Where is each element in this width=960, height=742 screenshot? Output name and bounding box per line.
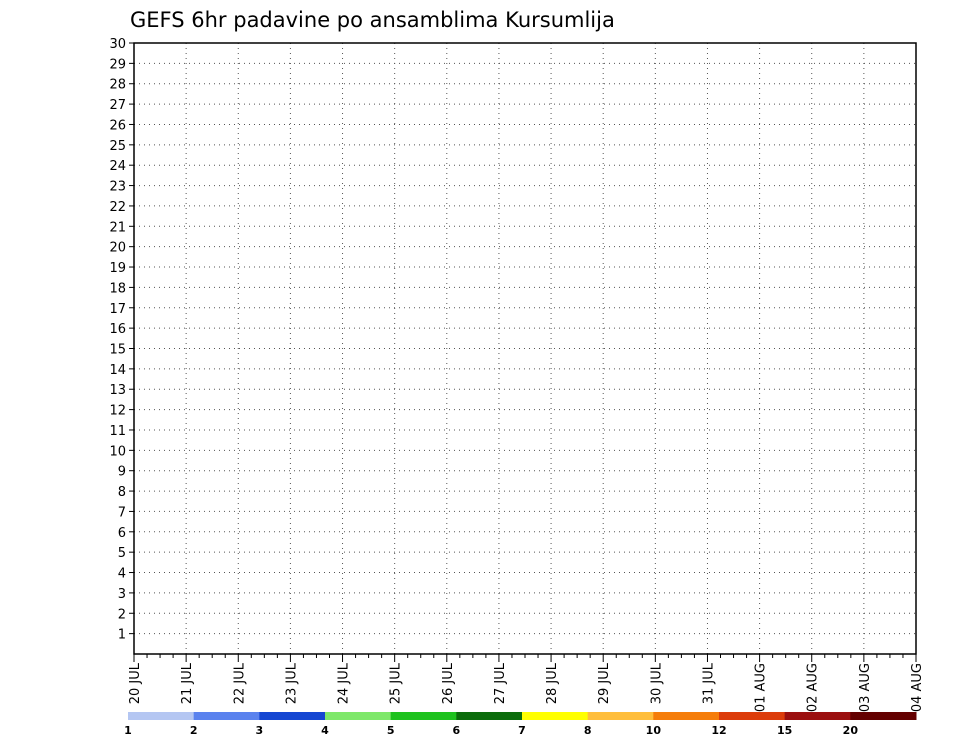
- x-tick-label: 29 JUL: [597, 662, 612, 704]
- colorbar-label: 12: [711, 724, 726, 737]
- y-tick-label: 26: [109, 118, 126, 133]
- colorbar-swatch: [719, 712, 786, 720]
- y-tick-label: 11: [109, 424, 126, 439]
- y-tick-label: 4: [118, 567, 126, 582]
- colorbar-label: 1: [124, 724, 132, 737]
- colorbar-label: 20: [843, 724, 859, 737]
- y-tick-label: 29: [109, 57, 126, 72]
- y-tick-label: 3: [118, 587, 126, 602]
- y-tick-label: 9: [118, 465, 126, 480]
- x-tick-label: 20 JUL: [128, 662, 143, 704]
- y-tick-label: 25: [109, 139, 126, 154]
- y-tick-label: 17: [109, 302, 126, 317]
- x-tick-label: 21 JUL: [180, 662, 195, 704]
- y-tick-label: 2: [118, 607, 126, 622]
- colorbar-label: 7: [518, 724, 526, 737]
- y-tick-label: 5: [118, 546, 126, 561]
- colorbar: 1 2 3 4 5 6 7 8 10 12 15 20: [124, 712, 917, 737]
- y-tick-label: 12: [109, 404, 126, 419]
- y-tick-label: 16: [109, 322, 126, 337]
- y-tick-label: 24: [109, 159, 126, 174]
- colorbar-label: 5: [387, 724, 395, 737]
- x-tick-label: 27 JUL: [493, 662, 508, 704]
- y-tick-label: 30: [109, 37, 126, 52]
- y-tick-label: 28: [109, 78, 126, 93]
- colorbar-label: 15: [777, 724, 792, 737]
- colorbar-label: 10: [646, 724, 662, 737]
- y-tick-label: 15: [109, 343, 126, 358]
- colorbar-label: 8: [584, 724, 592, 737]
- y-tick-label: 6: [118, 526, 126, 541]
- colorbar-swatch: [456, 712, 523, 720]
- colorbar-label: 2: [190, 724, 198, 737]
- x-tick-label: 24 JUL: [337, 662, 352, 704]
- colorbar-swatch: [193, 712, 260, 720]
- y-tick-label: 19: [109, 261, 126, 276]
- x-axis-labels: 20 JUL 21 JUL 22 JUL 23 JUL 24 JUL 25 JUL 26 J…: [128, 654, 925, 712]
- colorbar-swatch: [587, 712, 654, 720]
- colorbar-label: 4: [321, 724, 329, 737]
- y-tick-label: 21: [109, 220, 126, 235]
- x-tick-label: 01 AUG: [754, 663, 769, 712]
- x-tick-label: 02 AUG: [806, 663, 821, 712]
- y-tick-label: 7: [118, 505, 126, 520]
- y-tick-label: 18: [109, 281, 126, 296]
- y-tick-label: 14: [109, 363, 126, 378]
- chart-title: GEFS 6hr padavine po ansamblima Kursumli…: [130, 8, 615, 32]
- colorbar-label: 3: [256, 724, 264, 737]
- x-tick-label: 28 JUL: [545, 662, 560, 704]
- y-tick-label: 22: [109, 200, 126, 215]
- x-tick-label: 03 AUG: [858, 663, 873, 712]
- y-tick-label: 8: [118, 485, 126, 500]
- colorbar-swatch: [522, 712, 589, 720]
- colorbar-swatch: [850, 712, 917, 720]
- x-tick-label: 30 JUL: [649, 662, 664, 704]
- colorbar-swatch: [390, 712, 457, 720]
- y-tick-label: 27: [109, 98, 126, 113]
- x-tick-label: 23 JUL: [284, 662, 299, 704]
- colorbar-swatch: [259, 712, 326, 720]
- x-tick-label: 26 JUL: [441, 662, 456, 704]
- colorbar-swatch: [653, 712, 720, 720]
- grid-lines: [134, 43, 916, 654]
- colorbar-swatch: [325, 712, 392, 720]
- y-tick-label: 10: [109, 444, 126, 459]
- colorbar-label: 6: [453, 724, 461, 737]
- x-tick-label: 31 JUL: [701, 662, 716, 704]
- y-tick-label: 13: [109, 383, 126, 398]
- colorbar-swatch: [784, 712, 851, 720]
- x-tick-label: 25 JUL: [389, 662, 404, 704]
- x-tick-label: 04 AUG: [910, 663, 925, 712]
- y-tick-label: 23: [109, 180, 126, 195]
- y-axis-labels: 1234567891011121314151617181920212223242…: [109, 37, 134, 643]
- y-tick-label: 20: [109, 241, 126, 256]
- colorbar-swatch: [128, 712, 195, 720]
- x-tick-label: 22 JUL: [232, 662, 247, 704]
- y-tick-label: 1: [118, 628, 126, 643]
